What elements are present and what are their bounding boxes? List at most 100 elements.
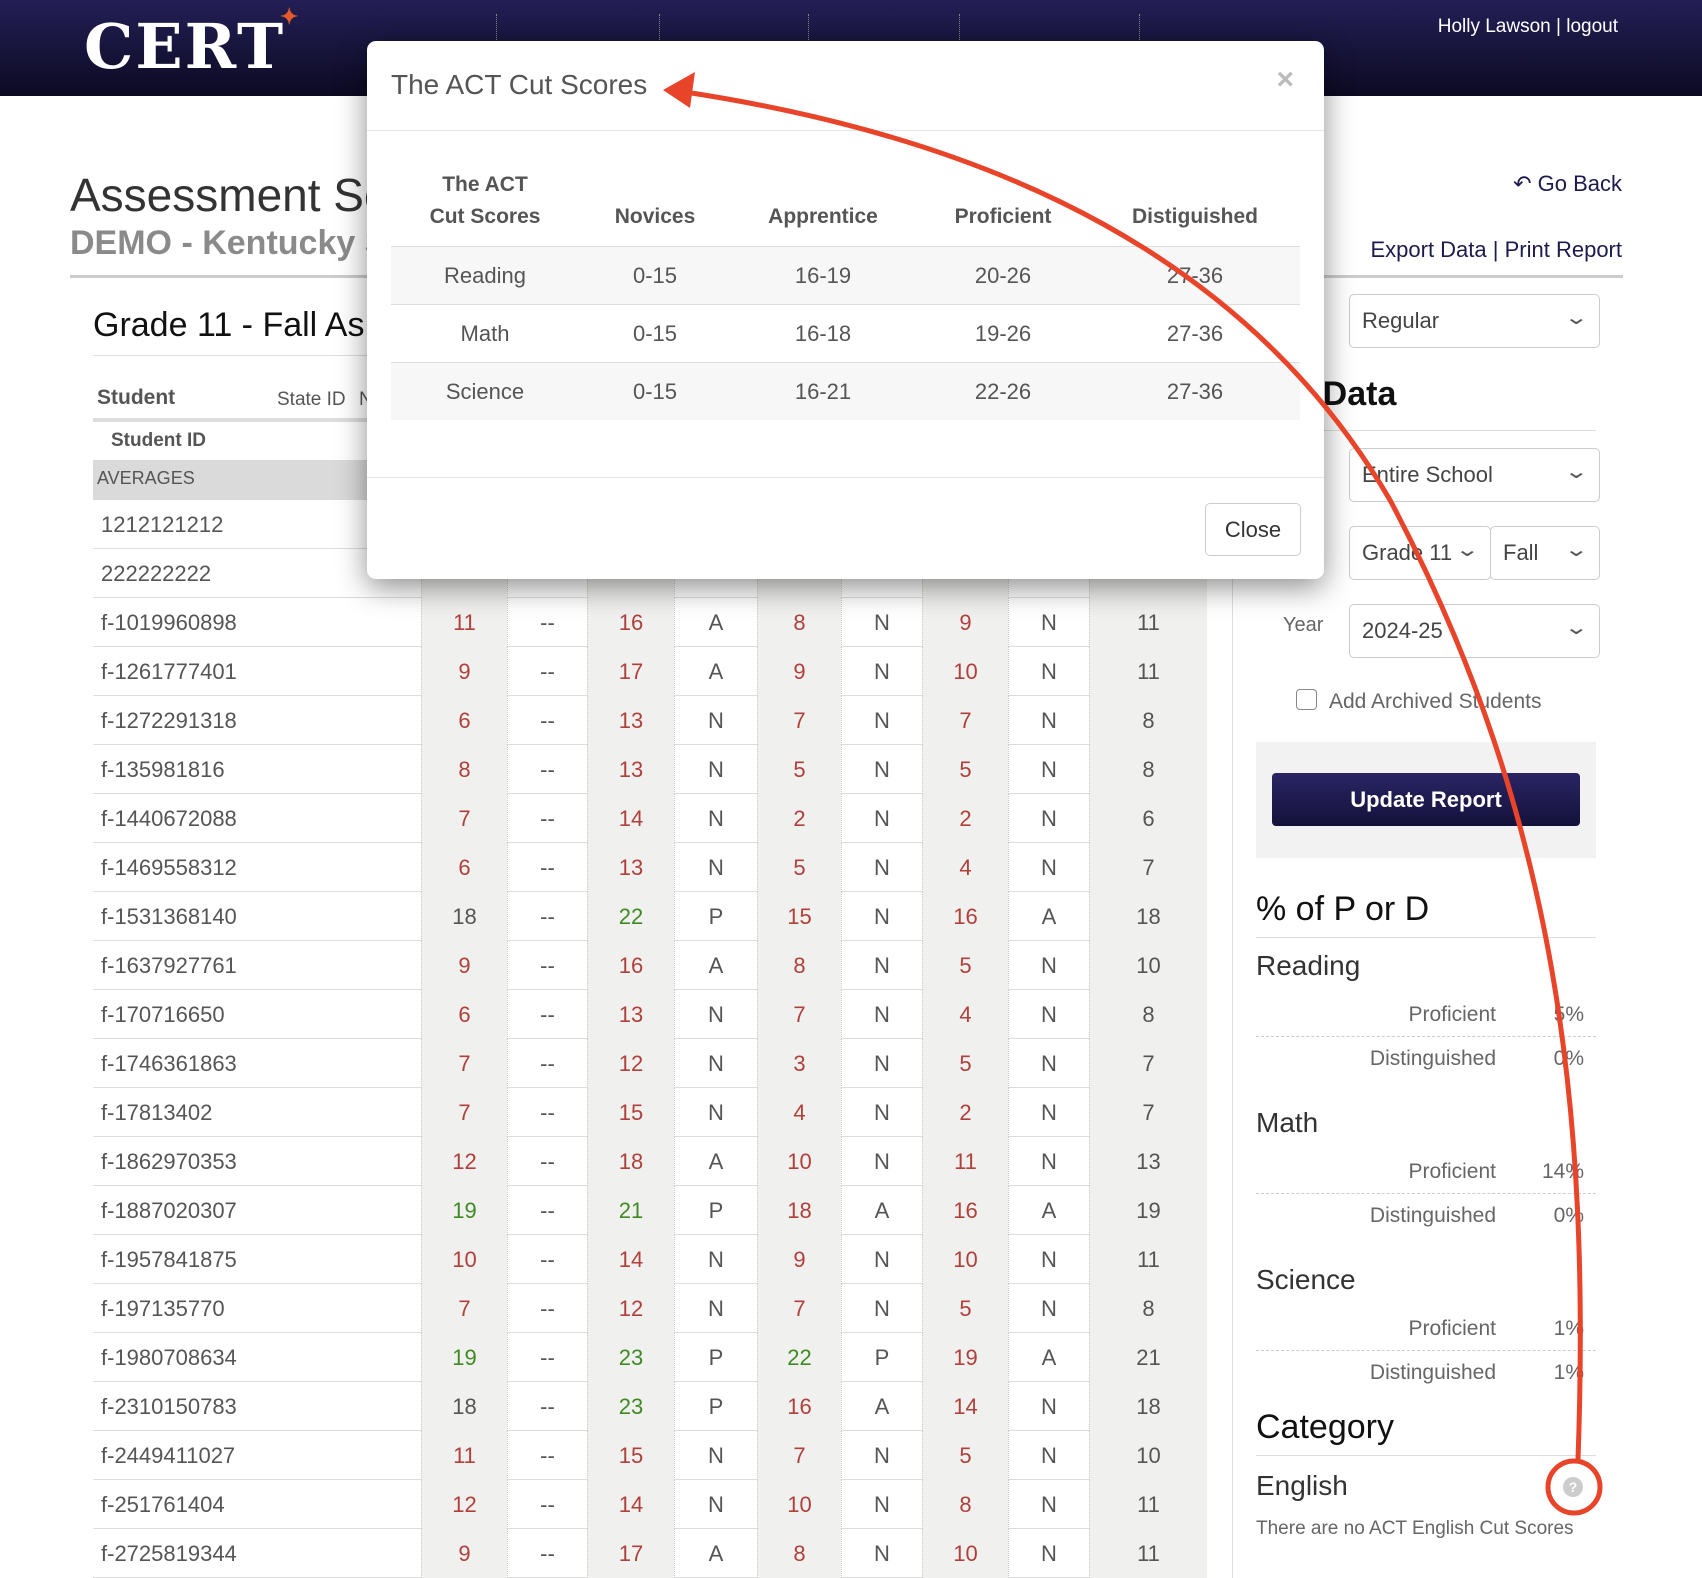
- score-cell: 5: [757, 745, 841, 794]
- cert-logo[interactable]: CERT ✦: [84, 4, 301, 83]
- table-row[interactable]: f-1261777401 9 -- 17 A 9 N 10 N 11: [93, 647, 1207, 696]
- student-id[interactable]: 1212121212: [101, 512, 224, 537]
- update-report-button[interactable]: Update Report: [1272, 773, 1580, 826]
- score-cell: 9: [421, 1529, 507, 1578]
- logout-link[interactable]: logout: [1566, 16, 1618, 37]
- table-row[interactable]: f-1531368140 18 -- 22 P 15 N 16 A 18: [93, 892, 1207, 941]
- cut-score-cell: Reading: [444, 263, 526, 288]
- scope-select[interactable]: Entire School ⌄: [1349, 448, 1600, 502]
- score-cell: --: [507, 941, 587, 990]
- close-button[interactable]: Close: [1205, 503, 1301, 556]
- student-id[interactable]: f-2310150783: [101, 1394, 237, 1419]
- score-cell: 14: [922, 1382, 1008, 1431]
- score-cell: 6: [421, 696, 507, 745]
- table-row[interactable]: f-1469558312 6 -- 13 N 5 N 4 N 7: [93, 843, 1207, 892]
- col-student[interactable]: Student: [97, 386, 176, 409]
- student-id[interactable]: f-1469558312: [101, 855, 237, 880]
- term-select[interactable]: Fall ⌄: [1490, 526, 1600, 580]
- student-id[interactable]: f-1637927761: [101, 953, 237, 978]
- student-id[interactable]: f-135981816: [101, 757, 225, 782]
- close-icon[interactable]: ×: [1276, 63, 1294, 96]
- student-id[interactable]: f-1440672088: [101, 806, 237, 831]
- export-data-link[interactable]: Export Data: [1370, 237, 1487, 262]
- student-id[interactable]: f-1272291318: [101, 708, 237, 733]
- score-cell: N: [674, 1235, 757, 1284]
- cut-score-cell: 19-26: [974, 321, 1032, 346]
- score-cell: N: [841, 1137, 922, 1186]
- student-id[interactable]: f-1746361863: [101, 1051, 237, 1076]
- table-row[interactable]: f-197135770 7 -- 12 N 7 N 5 N 8: [93, 1284, 1207, 1333]
- distinguished-value: 0%: [1553, 1047, 1584, 1070]
- score-cell: 5: [922, 941, 1008, 990]
- year-label: Year: [1283, 614, 1324, 636]
- cut-score-cell: 16-18: [794, 321, 852, 346]
- student-id[interactable]: 222222222: [101, 561, 212, 586]
- student-id[interactable]: f-1019960898: [101, 610, 237, 635]
- table-row[interactable]: f-170716650 6 -- 13 N 7 N 4 N 8: [93, 990, 1207, 1039]
- table-row[interactable]: f-1019960898 11 -- 16 A 8 N 9 N 11: [93, 598, 1207, 647]
- table-row[interactable]: f-1272291318 6 -- 13 N 7 N 7 N 8: [93, 696, 1207, 745]
- score-cell: N: [674, 1480, 757, 1529]
- year-select[interactable]: 2024-25 ⌄: [1349, 604, 1600, 658]
- score-cell: N: [841, 892, 922, 941]
- student-id[interactable]: f-2449411027: [101, 1443, 236, 1468]
- col-state-id[interactable]: State ID: [277, 389, 346, 410]
- table-row[interactable]: f-1440672088 7 -- 14 N 2 N 2 N 6: [93, 794, 1207, 843]
- student-id[interactable]: f-1957841875: [101, 1247, 237, 1272]
- student-id[interactable]: f-1980708634: [101, 1345, 237, 1370]
- table-row[interactable]: f-251761404 12 -- 14 N 10 N 8 N 11: [93, 1480, 1207, 1529]
- student-id[interactable]: f-251761404: [101, 1492, 225, 1517]
- table-row[interactable]: f-1862970353 12 -- 18 A 10 N 11 N 13: [93, 1137, 1207, 1186]
- score-cell: N: [1008, 1382, 1089, 1431]
- table-row[interactable]: f-2725819344 9 -- 17 A 8 N 10 N 11: [93, 1529, 1207, 1578]
- score-cell: N: [674, 696, 757, 745]
- table-row[interactable]: f-135981816 8 -- 13 N 5 N 5 N 8: [93, 745, 1207, 794]
- score-cell: 18: [587, 1137, 674, 1186]
- help-icon[interactable]: ?: [1563, 1477, 1583, 1497]
- score-cell: N: [674, 843, 757, 892]
- student-id[interactable]: f-1261777401: [101, 659, 237, 684]
- table-row[interactable]: f-17813402 7 -- 15 N 4 N 2 N 7: [93, 1088, 1207, 1137]
- score-cell: 9: [421, 941, 507, 990]
- score-cell: 18: [421, 1382, 507, 1431]
- score-cell: A: [674, 1137, 757, 1186]
- selected-value: Entire School: [1362, 462, 1493, 487]
- section-title: Grade 11 - Fall As: [93, 306, 365, 344]
- divider: [1256, 937, 1596, 938]
- score-cell: 15: [757, 892, 841, 941]
- table-row[interactable]: f-2449411027 11 -- 15 N 7 N 5 N 10: [93, 1431, 1207, 1480]
- student-id[interactable]: f-197135770: [101, 1296, 225, 1321]
- student-id[interactable]: f-170716650: [101, 1002, 225, 1027]
- proficient-value: 1%: [1553, 1317, 1584, 1340]
- score-cell: N: [1008, 1480, 1089, 1529]
- user-name[interactable]: Holly Lawson: [1437, 16, 1551, 37]
- table-row[interactable]: f-1746361863 7 -- 12 N 3 N 5 N 7: [93, 1039, 1207, 1088]
- student-id[interactable]: f-1862970353: [101, 1149, 237, 1174]
- student-id[interactable]: f-1887020307: [101, 1198, 237, 1223]
- archived-checkbox[interactable]: [1296, 689, 1317, 710]
- table-row[interactable]: f-1957841875 10 -- 14 N 9 N 10 N 11: [93, 1235, 1207, 1284]
- grade-select[interactable]: Grade 11 ⌄: [1349, 526, 1491, 580]
- table-row[interactable]: f-1637927761 9 -- 16 A 8 N 5 N 10: [93, 941, 1207, 990]
- score-cell: 7: [757, 990, 841, 1039]
- student-id[interactable]: f-2725819344: [101, 1541, 237, 1566]
- print-report-link[interactable]: Print Report: [1504, 237, 1622, 262]
- table-row[interactable]: f-2310150783 18 -- 23 P 16 A 14 N 18: [93, 1382, 1207, 1431]
- subject-name: Science: [1256, 1264, 1356, 1295]
- student-id[interactable]: f-1531368140: [101, 904, 237, 929]
- table-row[interactable]: f-1980708634 19 -- 23 P 22 P 19 A 21: [93, 1333, 1207, 1382]
- go-back-label: Go Back: [1537, 171, 1622, 196]
- score-cell: N: [841, 1431, 922, 1480]
- report-type-select[interactable]: Regular ⌄: [1349, 294, 1600, 348]
- cut-score-cell: 16-19: [794, 263, 852, 288]
- score-cell: 10: [922, 1529, 1008, 1578]
- score-cell: 5: [757, 843, 841, 892]
- score-cell: N: [1008, 1431, 1089, 1480]
- score-cell: 21: [1089, 1333, 1207, 1382]
- score-cell: 11: [421, 598, 507, 647]
- student-id[interactable]: f-17813402: [101, 1100, 213, 1125]
- go-back-link[interactable]: ↶ Go Back: [1513, 171, 1622, 197]
- score-cell: 18: [1089, 1382, 1207, 1431]
- score-cell: A: [674, 941, 757, 990]
- table-row[interactable]: f-1887020307 19 -- 21 P 18 A 16 A 19: [93, 1186, 1207, 1235]
